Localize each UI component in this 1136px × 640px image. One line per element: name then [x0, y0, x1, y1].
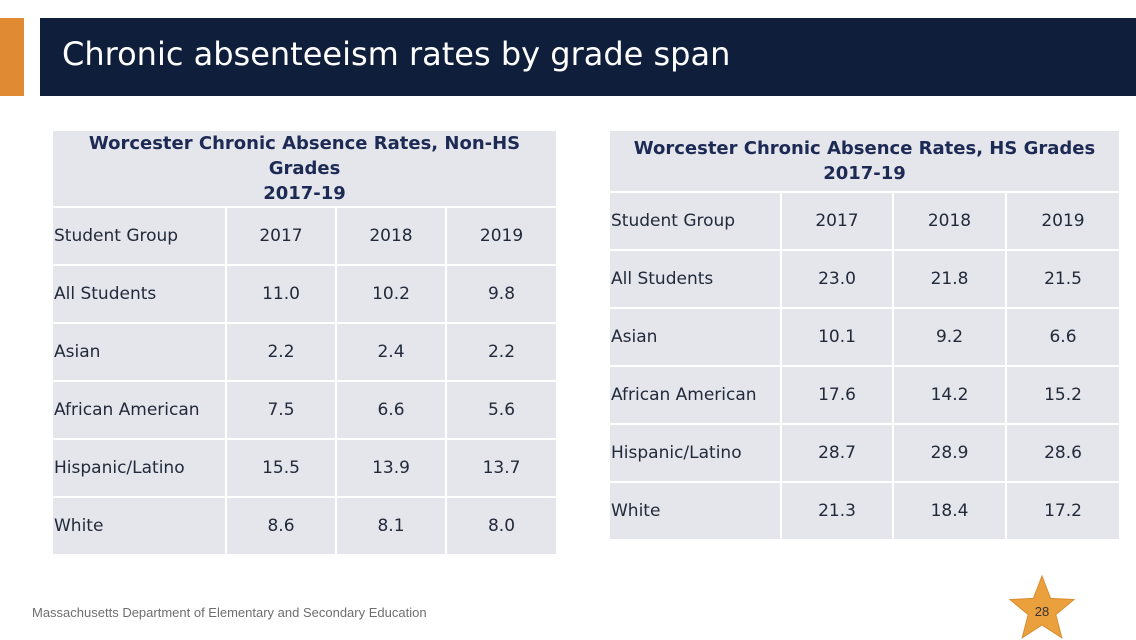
rate-cell: 14.2: [893, 366, 1007, 425]
rate-cell: 28.7: [781, 424, 894, 483]
rate-cell: 6.6: [336, 381, 447, 440]
table-row: Asian 10.1 9.2 6.6: [610, 308, 1119, 367]
table-caption: Worcester Chronic Absence Rates, Non-HS …: [53, 131, 557, 208]
student-group-cell: African American: [610, 366, 782, 425]
student-group-cell: All Students: [53, 265, 227, 324]
column-header: 2018: [336, 207, 447, 266]
rate-cell: 7.5: [226, 381, 337, 440]
table-caption-title: Worcester Chronic Absence Rates, Non-HS …: [88, 133, 521, 179]
table-caption-years: 2017-19: [823, 163, 906, 184]
student-group-cell: Asian: [53, 323, 227, 382]
rate-cell: 23.0: [781, 250, 894, 309]
rate-cell: 15.2: [1006, 366, 1119, 425]
student-group-cell: All Students: [610, 250, 782, 309]
rate-cell: 11.0: [226, 265, 337, 324]
table-row: All Students 11.0 10.2 9.8: [53, 265, 557, 324]
rate-cell: 2.4: [336, 323, 447, 382]
table-caption: Worcester Chronic Absence Rates, HS Grad…: [610, 131, 1119, 193]
table-row: Asian 2.2 2.4 2.2: [53, 323, 557, 382]
rate-cell: 2.2: [446, 323, 557, 382]
column-header: 2017: [781, 192, 894, 251]
table-row: Hispanic/Latino 15.5 13.9 13.7: [53, 439, 557, 498]
student-group-cell: Hispanic/Latino: [610, 424, 782, 483]
rate-cell: 9.8: [446, 265, 557, 324]
student-group-cell: Hispanic/Latino: [53, 439, 227, 498]
page-number: 28: [1034, 604, 1050, 619]
rate-cell: 8.0: [446, 497, 557, 554]
column-header: Student Group: [53, 207, 227, 266]
table-row: African American 17.6 14.2 15.2: [610, 366, 1119, 425]
table-header-row: Student Group 2017 2018 2019: [610, 192, 1119, 251]
rate-cell: 21.8: [893, 250, 1007, 309]
column-header: 2017: [226, 207, 337, 266]
page-title: Chronic absenteeism rates by grade span: [62, 35, 731, 73]
table-caption-years: 2017-19: [263, 183, 346, 204]
hs-absence-table: Worcester Chronic Absence Rates, HS Grad…: [610, 131, 1119, 539]
column-header: 2019: [1006, 192, 1119, 251]
table-row: All Students 23.0 21.8 21.5: [610, 250, 1119, 309]
rate-cell: 10.2: [336, 265, 447, 324]
rate-cell: 28.9: [893, 424, 1007, 483]
rate-cell: 15.5: [226, 439, 337, 498]
column-header: 2018: [893, 192, 1007, 251]
rate-cell: 8.1: [336, 497, 447, 554]
rate-cell: 5.6: [446, 381, 557, 440]
rate-cell: 13.7: [446, 439, 557, 498]
non-hs-absence-table: Worcester Chronic Absence Rates, Non-HS …: [53, 131, 557, 554]
rate-cell: 6.6: [1006, 308, 1119, 367]
student-group-cell: White: [53, 497, 227, 554]
table-caption-title: Worcester Chronic Absence Rates, HS Grad…: [633, 138, 1096, 159]
table-row: White 21.3 18.4 17.2: [610, 482, 1119, 539]
star-icon: [1008, 574, 1076, 639]
column-header: Student Group: [610, 192, 782, 251]
table-row: Hispanic/Latino 28.7 28.9 28.6: [610, 424, 1119, 483]
rate-cell: 21.5: [1006, 250, 1119, 309]
rate-cell: 21.3: [781, 482, 894, 539]
rate-cell: 18.4: [893, 482, 1007, 539]
rate-cell: 10.1: [781, 308, 894, 367]
rate-cell: 8.6: [226, 497, 337, 554]
rate-cell: 2.2: [226, 323, 337, 382]
title-accent-bar: [0, 18, 24, 96]
footer-organization: Massachusetts Department of Elementary a…: [32, 605, 427, 620]
table-row: African American 7.5 6.6 5.6: [53, 381, 557, 440]
column-header: 2019: [446, 207, 557, 266]
table-caption-row: Worcester Chronic Absence Rates, Non-HS …: [53, 131, 557, 208]
title-banner: Chronic absenteeism rates by grade span: [40, 18, 1136, 96]
student-group-cell: African American: [53, 381, 227, 440]
rate-cell: 13.9: [336, 439, 447, 498]
student-group-cell: White: [610, 482, 782, 539]
rate-cell: 28.6: [1006, 424, 1119, 483]
student-group-cell: Asian: [610, 308, 782, 367]
table-caption-row: Worcester Chronic Absence Rates, HS Grad…: [610, 131, 1119, 193]
table-row: White 8.6 8.1 8.0: [53, 497, 557, 554]
rate-cell: 17.2: [1006, 482, 1119, 539]
table-header-row: Student Group 2017 2018 2019: [53, 207, 557, 266]
rate-cell: 17.6: [781, 366, 894, 425]
rate-cell: 9.2: [893, 308, 1007, 367]
